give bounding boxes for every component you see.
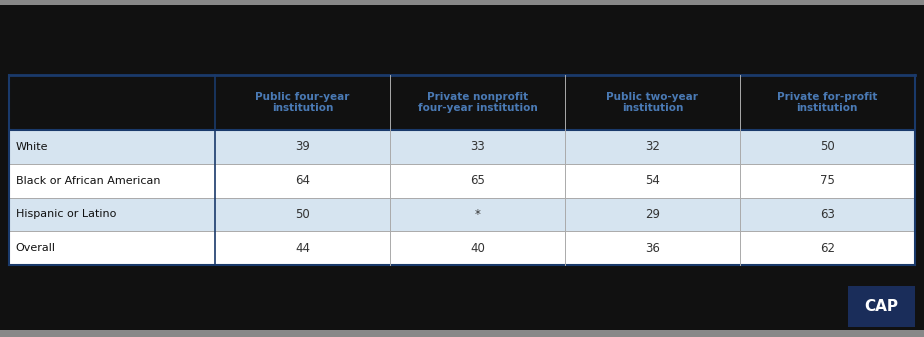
Text: 44: 44 bbox=[295, 242, 310, 255]
Text: Black or African American: Black or African American bbox=[16, 176, 160, 186]
Text: 36: 36 bbox=[645, 242, 660, 255]
Text: 39: 39 bbox=[295, 141, 310, 153]
Text: Private for-profit
institution: Private for-profit institution bbox=[777, 92, 878, 113]
Text: Overall: Overall bbox=[16, 243, 55, 253]
Text: 62: 62 bbox=[820, 242, 834, 255]
Text: 54: 54 bbox=[645, 174, 660, 187]
Text: White: White bbox=[16, 142, 48, 152]
Text: 75: 75 bbox=[820, 174, 834, 187]
Text: Private nonprofit
four-year institution: Private nonprofit four-year institution bbox=[418, 92, 538, 113]
Text: 64: 64 bbox=[295, 174, 310, 187]
Text: 65: 65 bbox=[470, 174, 485, 187]
Text: 33: 33 bbox=[470, 141, 485, 153]
Text: Public four-year
institution: Public four-year institution bbox=[255, 92, 349, 113]
Text: Public two-year
institution: Public two-year institution bbox=[606, 92, 699, 113]
Text: 50: 50 bbox=[295, 208, 310, 221]
Text: 29: 29 bbox=[645, 208, 660, 221]
Text: 32: 32 bbox=[645, 141, 660, 153]
Text: Hispanic or Latino: Hispanic or Latino bbox=[16, 209, 116, 219]
Text: CAP: CAP bbox=[865, 299, 898, 314]
Text: *: * bbox=[475, 208, 480, 221]
Text: 63: 63 bbox=[820, 208, 834, 221]
Text: 50: 50 bbox=[820, 141, 834, 153]
Text: 40: 40 bbox=[470, 242, 485, 255]
